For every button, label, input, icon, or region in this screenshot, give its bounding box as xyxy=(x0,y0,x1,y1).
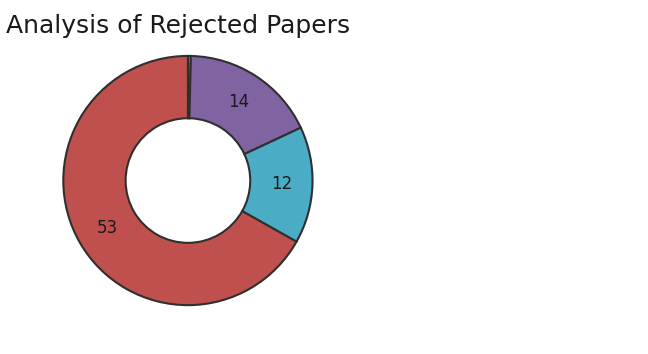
Text: Analysis of Rejected Papers: Analysis of Rejected Papers xyxy=(6,14,351,38)
Text: 53: 53 xyxy=(97,219,118,237)
Wedge shape xyxy=(242,128,312,242)
Wedge shape xyxy=(189,56,301,154)
Text: 12: 12 xyxy=(271,175,292,193)
Wedge shape xyxy=(188,56,191,118)
Legend: No Official Mark, Voting for Both Answers to the
Referendum Question, Anything b: No Official Mark, Voting for Both Answer… xyxy=(369,120,597,241)
Text: 14: 14 xyxy=(229,93,249,111)
Wedge shape xyxy=(64,56,297,305)
